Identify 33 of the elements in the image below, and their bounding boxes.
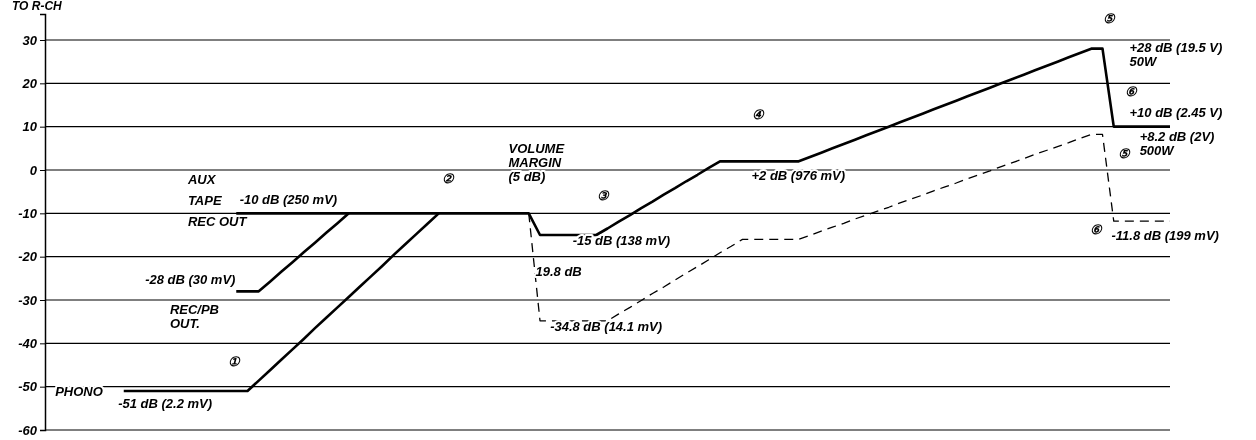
y-tick-label: -40: [18, 335, 38, 351]
annotation: +28 dB (19.5 V) 50W: [1129, 39, 1223, 69]
annotation: ⑤: [1118, 145, 1132, 161]
annotation: ②: [442, 170, 456, 186]
annotation: ④: [751, 106, 765, 122]
y-tick-label: -30: [18, 292, 38, 308]
y-tick-label: -60: [18, 422, 38, 438]
y-tick-label: 10: [22, 119, 38, 135]
annotation: -28 dB (30 mV): [145, 271, 236, 287]
annotation: -15 dB (138 mV): [572, 233, 671, 249]
y-tick-label: -20: [18, 249, 38, 265]
chart-title: TO R-CH: [12, 0, 63, 13]
annotation: -34.8 dB (14.1 mV): [550, 318, 663, 334]
annotation: ①: [228, 354, 242, 370]
annotation: ⑥: [1090, 221, 1104, 237]
y-tick-label: -50: [18, 379, 38, 395]
annotation: VOLUME MARGIN (5 dB): [508, 141, 565, 185]
annotation: +8.2 dB (2V) 500W: [1139, 129, 1215, 159]
y-tick-label: 20: [21, 75, 38, 91]
annotation: ⑤: [1102, 10, 1116, 26]
annotation: +2 dB (976 mV): [751, 167, 846, 183]
y-tick-label: 0: [29, 162, 38, 178]
annotation: -11.8 dB (199 mV): [1111, 228, 1219, 244]
annotation: +10 dB (2.45 V): [1129, 105, 1223, 121]
annotation: -51 dB (2.2 mV): [118, 396, 213, 412]
y-tick-label: 30: [22, 32, 38, 48]
annotation: -10 dB (250 mV): [239, 192, 338, 208]
annotation: 19.8 dB: [535, 263, 582, 279]
annotation: PHONO: [55, 383, 103, 399]
annotation: ⑥: [1125, 83, 1138, 99]
annotation: ③: [597, 188, 611, 204]
annotation: REC/PB OUT.: [169, 301, 219, 331]
y-tick-label: -10: [18, 205, 38, 221]
